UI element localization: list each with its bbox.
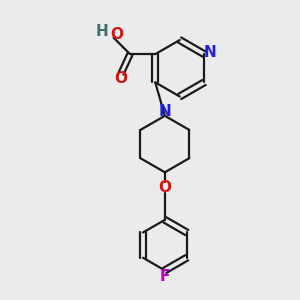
Text: N: N xyxy=(158,104,171,119)
Text: O: O xyxy=(158,180,171,195)
Text: N: N xyxy=(203,45,216,60)
Text: F: F xyxy=(160,269,170,284)
Text: H: H xyxy=(96,24,109,39)
Text: O: O xyxy=(115,71,128,86)
Text: O: O xyxy=(111,27,124,42)
